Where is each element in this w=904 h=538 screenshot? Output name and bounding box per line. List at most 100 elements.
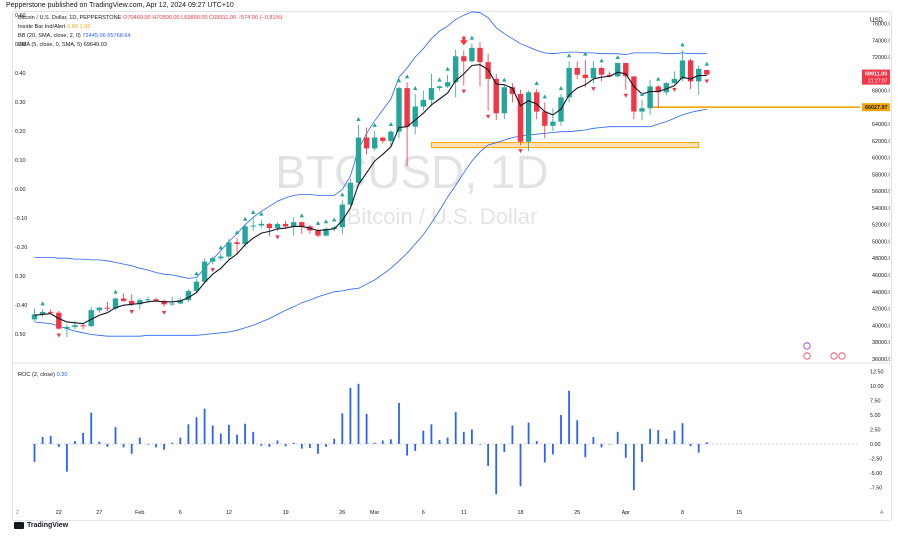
candle-body [606,74,613,77]
roc-bar [114,427,117,444]
time-axis-corner-right: A [880,510,884,516]
time-axis-label: 6 [179,510,182,516]
price-axis-tick: 52000.00 [872,223,890,229]
roc-bar [608,443,611,445]
chart-canvas[interactable]: BTCUSD, 1D Bitcoin / U.S. Dollar 76000.00 7… [12,11,890,519]
roc-bar [195,417,198,444]
legend-ema: EMA (5, close, 0, SMA, 5) [18,42,83,48]
watermark-name: Bitcoin / U.S. Dollar [347,204,538,229]
roc-bar [349,387,352,444]
signal-up-triangle [437,77,442,82]
roc-bar [543,443,546,463]
signal-up-triangle [259,211,264,216]
roc-bar [187,424,190,444]
roc-bar [284,443,287,447]
time-axis-label: 6 [422,510,425,516]
roc-bar [98,441,101,444]
signal-up-triangle [113,289,118,294]
legend-roc: ROC (2, close) [18,372,55,378]
candle-body [177,300,183,304]
candle-body [315,230,321,236]
highlight-down-arrow-icon [459,36,468,46]
last-price-label: 69911.00 [865,72,887,78]
roc-bar [576,420,579,444]
time-axis-corner-left: 2 [16,510,19,516]
roc-bar [422,430,425,444]
roc-bar [633,443,635,491]
signal-down-triangle [623,93,628,98]
candle-body [582,74,588,79]
roc-bar [462,431,465,444]
left-axis-tick: 0.00 [15,187,26,193]
legend-bb-row[interactable]: BB (20, SMA, close, 2, 0) 72445.06 65768… [18,33,131,39]
last-price-badge [862,69,890,85]
roc-bar [155,443,157,448]
time-axis-label: Apr [622,510,631,516]
roc-axis-tick: 7.50 [870,399,881,405]
left-axis-tick: 0.50 [15,42,26,48]
candle-body [501,87,507,114]
candle-body [104,307,111,309]
roc-bar [527,422,530,444]
signal-up-triangle [566,53,572,58]
candle-body [120,298,127,301]
signal-up-triangle [502,77,507,82]
candle-body [266,223,273,229]
candle-body [323,228,329,236]
signal-up-triangle [469,35,475,40]
roc-bar [260,443,263,446]
signal-up-triangle [404,74,410,79]
price-axis-tick: 38000.00 [872,340,890,346]
roc-bar [414,443,417,451]
signal-up-triangle [680,42,685,47]
watermark-ticker: BTCUSD, 1D [275,146,548,198]
price-axis-tick: 46000.00 [872,273,890,279]
roc-bar [381,440,384,444]
candle-body [663,83,669,93]
candle-body [169,303,175,305]
roc-bar [390,439,392,444]
signal-up-triangle [315,220,321,225]
candle-body [436,86,443,89]
signal-up-triangle [615,54,620,59]
candle-body [590,67,597,79]
roc-bar [479,443,481,445]
candle-body [64,326,70,329]
roc-bar [705,442,708,444]
roc-bar [33,443,36,462]
candle-body [226,242,232,257]
left-axis-tick: 0.60 [15,13,26,19]
legend-ema-row[interactable]: EMA (5, close, 0, SMA, 5) 69649.03 [18,42,107,48]
candle-body [469,47,475,62]
roc-bar [511,425,514,444]
candle-body [704,70,710,75]
candle-body [291,222,297,227]
legend-bb: BB (20, SMA, close, 2, 0) [18,33,81,39]
roc-bar [357,383,360,444]
roc-bar [41,437,44,444]
signal-up-triangle [534,80,539,85]
left-axis-tick: -0.20 [15,245,27,251]
price-axis-tick: 68000.00 [872,89,890,95]
tradingview-wordmark: TradingView [27,522,69,529]
roc-bar [438,439,441,444]
left-axis-tick: 0.30 [15,274,26,280]
signal-up-triangle [396,78,402,83]
published-header: Pepperstone published on TradingView.com… [6,2,234,9]
chart-frame [12,11,892,521]
candle-body [647,86,653,109]
countdown-label: 21:27:07 [868,79,888,85]
candle-body [461,56,467,62]
time-axis-label: Feb [135,510,144,516]
roc-bar [624,443,627,458]
roc-bar [665,438,668,444]
legend-inside-bar-row[interactable]: Inside Bar Ind/Alert 0.00 1.00 [18,24,90,30]
roc-bar [122,443,125,448]
roc-bar [203,408,206,444]
currency-label: USD [870,18,883,24]
legend-inside-bar-values: 0.00 1.00 [67,24,91,30]
legend-roc-row[interactable]: ROC (2, close) 0.30 [18,372,67,378]
candle-body [623,62,629,77]
signal-down-triangle [275,235,280,240]
candle-body [137,300,143,305]
